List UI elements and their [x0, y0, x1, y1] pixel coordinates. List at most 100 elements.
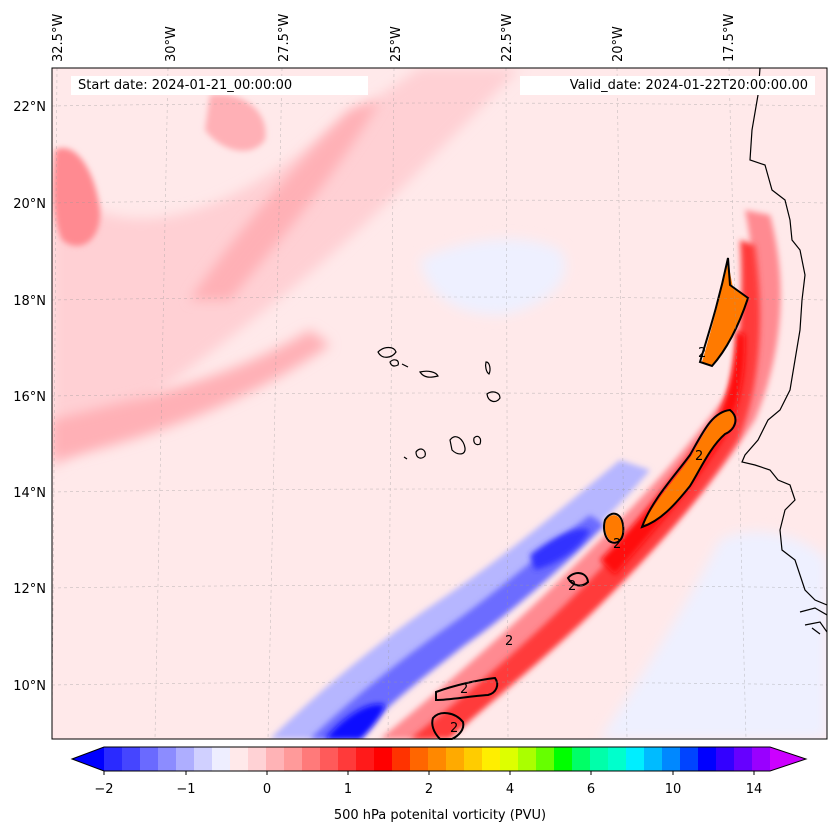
pv-light-blue-east: [600, 531, 827, 739]
plot-frame: [51, 67, 828, 740]
colorbar-extend-max: [770, 747, 806, 771]
lon-label: 25°W: [389, 26, 404, 62]
lon-label: 32.5°W: [51, 14, 66, 62]
contour-label: 2: [450, 721, 458, 736]
island-sao-nicolau: [419, 370, 439, 378]
colorbar-tick: 1: [344, 782, 352, 797]
colorbar-tick: −1: [176, 782, 195, 797]
gridline-lat: [52, 199, 827, 204]
pv-band-pink-west: [52, 330, 330, 460]
colorbar-tick: 0: [263, 782, 271, 797]
colorbar-swatch: [140, 747, 159, 771]
lat-label: 10°N: [13, 679, 46, 694]
pv-ridge-orange-north: [702, 262, 748, 366]
colorbar-swatch: [446, 747, 465, 771]
colorbar-extend-min: [72, 747, 104, 771]
contour-label: 2: [698, 346, 706, 361]
island-santo-antao: [377, 346, 397, 358]
gridline-lat: [52, 488, 827, 493]
colorbar-swatch: [284, 747, 303, 771]
coastlines: [377, 68, 827, 635]
lon-label: 20°W: [611, 26, 626, 62]
gridline-lon: [616, 68, 628, 739]
africa-coastline: [741, 68, 827, 606]
pv-ridge-orange-mid: [643, 410, 735, 525]
pv-ridge-red: [410, 240, 760, 739]
gridline-lon: [505, 68, 509, 739]
colorbar-swatch: [626, 747, 645, 771]
gridline-lat: [52, 584, 827, 589]
colorbar-swatch: [572, 747, 591, 771]
gridline-lon: [387, 68, 395, 739]
colorbar-swatch: [482, 747, 501, 771]
pv-blob-north: [205, 94, 266, 151]
colorbar-tick: 2: [425, 782, 433, 797]
colorbar-tick: −2: [94, 782, 113, 797]
colorbar-swatch: [554, 747, 573, 771]
island-sao-vicente: [389, 359, 399, 367]
contour-south-3: [431, 712, 465, 740]
colorbar-swatch: [158, 747, 177, 771]
colorbar-swatch: [122, 747, 141, 771]
colorbar-swatch: [608, 747, 627, 771]
lat-label: 14°N: [13, 486, 46, 501]
island-maio: [473, 435, 482, 446]
contour-label: 2: [460, 682, 468, 697]
colorbar-swatch: [716, 747, 735, 771]
contour-small: [603, 512, 625, 544]
island-sal: [485, 361, 491, 375]
colorbar-swatch: [356, 747, 375, 771]
colorbar-swatch: [266, 747, 285, 771]
colorbar-tick: 6: [587, 782, 595, 797]
pv-ridge-orange-small: [605, 515, 623, 542]
colorbar-swatch: [374, 747, 393, 771]
colorbar-swatch: [230, 747, 249, 771]
pv-trough-blue: [310, 515, 605, 739]
longitude-labels: 32.5°W 30°W 27.5°W 25°W 22.5°W 20°W 17.5…: [51, 14, 737, 62]
lat-label: 12°N: [13, 582, 46, 597]
lat-label: 20°N: [13, 197, 46, 212]
contour-labels: 2 2 2 2 2 2 2: [450, 346, 706, 736]
gridline-lon: [728, 68, 747, 739]
pv-trough-mid-blue: [270, 460, 650, 739]
colorbar-swatch: [518, 747, 537, 771]
contour-mid: [640, 408, 737, 529]
pv-ridge-dark-red: [600, 330, 746, 575]
gridline-lat: [52, 681, 827, 686]
colorbar-tick: 10: [665, 782, 682, 797]
pv-field: [52, 68, 827, 739]
pv-band-light-pink: [52, 68, 520, 470]
lat-label: 22°N: [13, 100, 46, 115]
colorbar-swatch: [662, 747, 681, 771]
pv-trough-deep-blue: [325, 704, 385, 739]
colorbar: [70, 746, 808, 775]
colorbar-swatch: [752, 747, 771, 771]
pv-band-pink-north: [190, 100, 380, 300]
start-date-label: Start date: 2024-01-21_00:00:00: [71, 76, 368, 95]
colorbar-swatch: [500, 747, 519, 771]
colorbar-swatch: [320, 747, 339, 771]
contour-north: [698, 257, 750, 368]
colorbar-tick: 14: [746, 782, 763, 797]
latitude-labels: 22°N 20°N 18°N 16°N 14°N 12°N 10°N: [13, 100, 46, 694]
island-fogo: [415, 448, 426, 459]
colorbar-swatch: [428, 747, 447, 771]
lat-label: 16°N: [13, 390, 46, 405]
lon-label: 17.5°W: [722, 14, 737, 62]
gridline-lon: [267, 68, 283, 739]
contour-label: 2: [505, 634, 513, 649]
colorbar-label: 500 hPa potenital vorticity (PVU): [333, 808, 547, 823]
gridlines: [52, 68, 827, 739]
contour-label: 2: [568, 579, 576, 594]
colorbar-swatch: [464, 747, 483, 771]
colorbar-swatch: [302, 747, 321, 771]
colorbar-swatch: [338, 747, 357, 771]
pv-trough-deep-blue-2: [530, 528, 590, 570]
contour-south-2: [435, 676, 499, 702]
colorbar-swatch: [536, 747, 555, 771]
gridline-lon: [154, 68, 169, 739]
contour-label: 2: [695, 449, 703, 464]
pv-light-blue-area: [420, 239, 566, 315]
lon-label: 30°W: [164, 26, 179, 62]
